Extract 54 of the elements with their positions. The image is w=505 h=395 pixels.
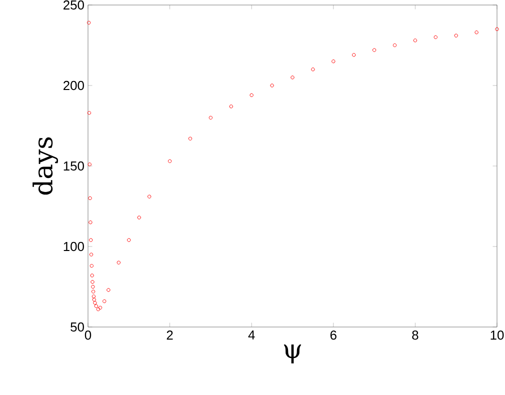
point — [90, 280, 94, 284]
point — [92, 298, 96, 302]
point — [392, 43, 397, 48]
point — [89, 238, 93, 242]
point — [270, 84, 274, 88]
point — [188, 136, 192, 140]
y-tick-label: 250 — [64, 0, 84, 10]
point — [229, 104, 233, 108]
x-tick-label: 10 — [490, 330, 504, 340]
point — [89, 252, 94, 256]
point — [94, 304, 98, 308]
point — [474, 30, 478, 34]
point — [87, 111, 92, 115]
point — [86, 20, 91, 25]
point — [88, 162, 92, 166]
point — [92, 294, 96, 298]
x-tick-label: 6 — [330, 330, 336, 340]
x-tick-label: 2 — [166, 330, 173, 340]
point — [413, 38, 418, 42]
point — [311, 68, 315, 72]
point — [137, 216, 141, 220]
y-tick-label: 50 — [70, 322, 84, 332]
point — [90, 274, 94, 278]
point — [88, 196, 92, 200]
x-axis-title: ψ — [284, 344, 302, 364]
point — [91, 290, 96, 294]
y-axis-title: days — [32, 137, 58, 195]
point — [352, 53, 356, 57]
x-tick-label: 4 — [248, 330, 255, 340]
point — [372, 48, 376, 52]
point — [98, 306, 102, 310]
point — [93, 301, 97, 305]
point — [88, 220, 92, 224]
y-tick-label: 100 — [64, 242, 84, 252]
point — [168, 159, 172, 164]
point — [106, 288, 110, 292]
point — [116, 260, 121, 264]
point — [148, 194, 152, 198]
point — [250, 93, 254, 98]
point — [102, 299, 106, 304]
point — [495, 27, 499, 31]
point — [290, 76, 294, 80]
point — [90, 264, 94, 268]
point — [127, 238, 131, 242]
y-tick-label: 200 — [64, 80, 84, 90]
y-tick-label: 150 — [64, 161, 84, 171]
point — [454, 34, 458, 38]
point — [208, 116, 213, 120]
point — [332, 60, 336, 64]
x-tick-label: 0 — [84, 330, 92, 340]
x-tick-label: 8 — [412, 330, 418, 340]
point — [96, 307, 100, 312]
point — [91, 284, 95, 289]
point — [434, 35, 438, 40]
